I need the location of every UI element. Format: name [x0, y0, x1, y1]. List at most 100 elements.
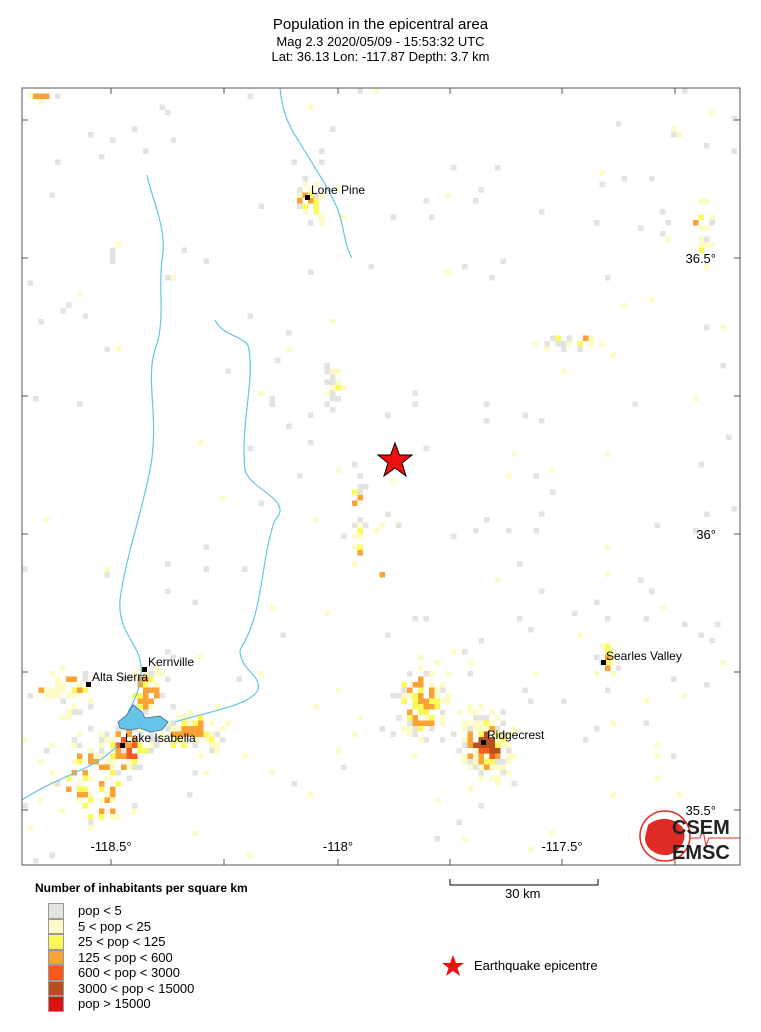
population-cell	[159, 671, 165, 677]
population-cell	[357, 522, 363, 528]
population-cell	[517, 561, 523, 567]
population-cell	[555, 341, 561, 347]
population-cell	[478, 742, 484, 748]
population-cell	[242, 753, 248, 759]
population-cell	[330, 319, 336, 325]
population-cell	[583, 335, 589, 341]
population-cell	[506, 753, 512, 759]
map-frame	[21, 87, 741, 866]
population-cell	[654, 522, 660, 528]
population-cell	[88, 775, 94, 781]
population-cell	[511, 753, 517, 759]
population-cell	[77, 792, 83, 798]
population-cell	[22, 566, 28, 572]
population-cell	[137, 726, 143, 732]
population-cell	[44, 687, 50, 693]
population-cell	[148, 676, 154, 682]
population-cell	[704, 225, 710, 231]
scale-bar	[449, 879, 599, 886]
population-cell	[181, 731, 187, 737]
population-cell	[429, 671, 435, 677]
population-cell	[115, 346, 121, 352]
population-cell	[99, 786, 105, 792]
population-cell	[88, 704, 94, 710]
population-cell	[165, 720, 171, 726]
population-cell	[115, 726, 121, 732]
population-cell	[495, 715, 501, 721]
population-cell	[137, 731, 143, 737]
population-cell	[423, 737, 429, 743]
population-cell	[605, 649, 611, 655]
population-cell	[665, 236, 671, 242]
population-cell	[110, 753, 116, 759]
population-cell	[412, 693, 418, 699]
population-cell	[456, 748, 462, 754]
population-cell	[610, 792, 616, 798]
population-cell	[121, 676, 127, 682]
population-cell	[418, 665, 424, 671]
population-cell	[335, 396, 341, 402]
population-cell	[462, 737, 468, 743]
population-cell	[473, 720, 479, 726]
population-cell	[605, 544, 611, 550]
population-cell	[445, 269, 451, 275]
population-cell	[159, 104, 165, 110]
population-cell	[203, 737, 209, 743]
population-cell	[110, 792, 116, 798]
population-cell	[313, 198, 319, 204]
population-cell	[429, 715, 435, 721]
population-cell	[22, 737, 28, 743]
population-cell	[418, 698, 424, 704]
population-cell	[533, 473, 539, 479]
population-cell	[110, 770, 116, 776]
population-cell	[352, 533, 358, 539]
population-cell	[654, 775, 660, 781]
population-cell	[209, 748, 215, 754]
population-cell	[423, 720, 429, 726]
population-cell	[500, 737, 506, 743]
population-cell	[720, 660, 726, 666]
population-cell	[467, 742, 473, 748]
population-cell	[319, 214, 325, 220]
population-cell	[390, 214, 396, 220]
population-cell	[379, 522, 385, 528]
population-cell	[451, 165, 457, 171]
population-cell	[693, 220, 699, 226]
legend-swatch	[48, 980, 64, 996]
population-cell	[357, 715, 363, 721]
legend-label: 25 < pop < 125	[78, 934, 166, 950]
population-cell	[467, 720, 473, 726]
population-cell	[181, 720, 187, 726]
population-cell	[104, 764, 110, 770]
place-lake-isabella: Lake Isabella	[120, 731, 196, 748]
population-cell	[709, 110, 715, 116]
population-cell	[154, 687, 160, 693]
population-cell	[220, 737, 226, 743]
population-cell	[440, 687, 446, 693]
population-cell	[467, 704, 473, 710]
population-cell	[407, 726, 413, 732]
population-cell	[698, 247, 704, 253]
population-cell	[605, 654, 611, 660]
population-cell	[225, 720, 231, 726]
population-cell	[610, 671, 616, 677]
population-cell	[143, 748, 149, 754]
population-cell	[390, 731, 396, 737]
population-cell	[660, 209, 666, 215]
population-cell	[121, 737, 127, 743]
population-cell	[698, 198, 704, 204]
population-cell	[544, 341, 550, 347]
population-cell	[126, 742, 132, 748]
population-cell	[434, 660, 440, 666]
population-cell	[638, 577, 644, 583]
population-cell	[110, 253, 116, 259]
population-cell	[682, 88, 688, 94]
population-cell	[715, 621, 721, 627]
population-cell	[33, 858, 39, 864]
population-cell	[467, 726, 473, 732]
population-cell	[192, 599, 198, 605]
population-cell	[352, 544, 358, 550]
population-cell	[220, 495, 226, 501]
population-cell	[462, 753, 468, 759]
population-cell	[379, 572, 385, 578]
